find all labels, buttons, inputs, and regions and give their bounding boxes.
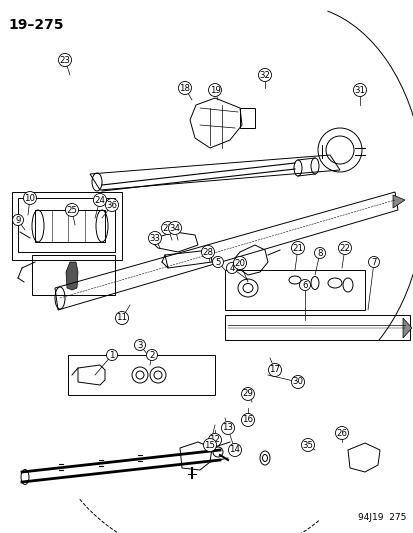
Text: 6: 6 xyxy=(301,280,307,289)
Text: 32: 32 xyxy=(259,70,270,79)
Polygon shape xyxy=(392,195,404,208)
Polygon shape xyxy=(66,262,78,290)
Text: 34: 34 xyxy=(169,223,180,232)
Text: 2: 2 xyxy=(149,351,154,359)
Text: 3: 3 xyxy=(137,341,142,350)
Text: 12: 12 xyxy=(209,435,220,445)
Text: 31: 31 xyxy=(354,85,365,94)
Text: 16: 16 xyxy=(242,416,253,424)
Text: 1: 1 xyxy=(109,351,114,359)
Text: 23: 23 xyxy=(59,55,70,64)
Text: 35: 35 xyxy=(302,440,313,449)
Text: 30: 30 xyxy=(292,377,303,386)
Text: 20: 20 xyxy=(234,259,245,268)
Text: 10: 10 xyxy=(24,193,36,203)
Text: 14: 14 xyxy=(229,446,240,455)
Text: 7: 7 xyxy=(370,257,376,266)
Text: 13: 13 xyxy=(222,424,233,432)
Text: 36: 36 xyxy=(106,200,117,209)
Text: 28: 28 xyxy=(202,247,213,256)
Text: 22: 22 xyxy=(339,244,350,253)
Text: 11: 11 xyxy=(116,313,127,322)
Polygon shape xyxy=(402,318,411,338)
Text: 18: 18 xyxy=(179,84,190,93)
Text: 9: 9 xyxy=(15,215,21,224)
Text: 26: 26 xyxy=(336,429,347,438)
Text: 4: 4 xyxy=(229,263,234,272)
Text: 33: 33 xyxy=(149,233,160,243)
Text: 21: 21 xyxy=(292,244,303,253)
Text: 25: 25 xyxy=(66,206,77,214)
Text: 5: 5 xyxy=(215,257,220,266)
Text: 24: 24 xyxy=(94,196,105,205)
Text: 19–275: 19–275 xyxy=(8,18,63,32)
Text: 94J19  275: 94J19 275 xyxy=(357,513,405,522)
Text: 29: 29 xyxy=(242,390,253,399)
Text: 19: 19 xyxy=(209,85,220,94)
Text: 8: 8 xyxy=(316,248,322,257)
Text: 27: 27 xyxy=(162,223,173,232)
Text: 15: 15 xyxy=(204,440,215,449)
Text: 17: 17 xyxy=(269,366,280,375)
